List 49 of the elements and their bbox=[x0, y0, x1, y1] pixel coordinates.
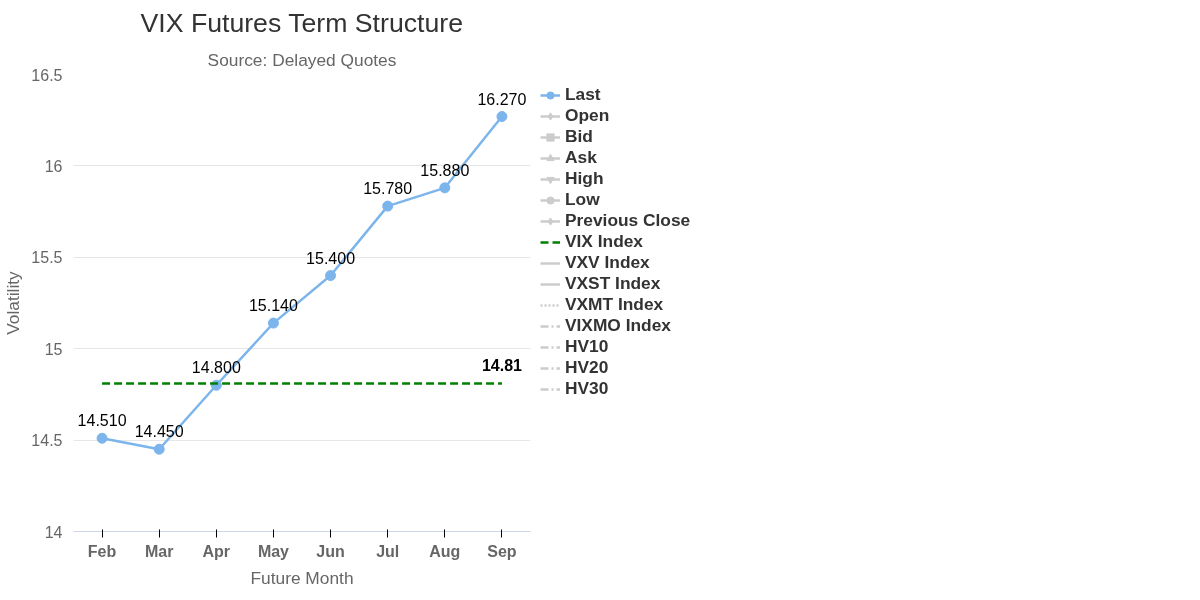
x-axis-title: Future Month bbox=[250, 567, 354, 588]
y-tick-label: 14.5 bbox=[31, 432, 63, 450]
x-tick-label: Mar bbox=[144, 542, 174, 560]
y-tick-label: 15.5 bbox=[31, 249, 63, 267]
legend-label: VXMT Index bbox=[565, 294, 664, 315]
y-tick-label: 15 bbox=[44, 340, 63, 358]
point bbox=[267, 317, 279, 329]
x-tick-label: Apr bbox=[202, 542, 231, 560]
legend-label: VXST Index bbox=[565, 273, 661, 294]
x-tick-label: Jul bbox=[376, 542, 400, 560]
legend-label: Previous Close bbox=[565, 210, 691, 231]
data-label: 14.800 bbox=[191, 359, 241, 377]
legend-label: VIXMO Index bbox=[565, 315, 671, 336]
legend-label: HV30 bbox=[565, 378, 609, 399]
chart-title: VIX Futures Term Structure bbox=[140, 7, 463, 38]
data-label: 14.510 bbox=[77, 412, 127, 430]
data-label: 15.140 bbox=[248, 297, 299, 315]
y-axis-title: Volatility bbox=[3, 270, 24, 335]
legend-label: VXV Index bbox=[565, 252, 650, 273]
x-tick-label: May bbox=[257, 542, 290, 560]
y-tick-label: 16 bbox=[44, 157, 63, 175]
point bbox=[325, 270, 337, 282]
legend-label: Ask bbox=[565, 147, 597, 168]
x-tick-label: Aug bbox=[429, 542, 461, 560]
x-tick-label: Jun bbox=[316, 542, 345, 560]
data-label: 14.81 bbox=[481, 357, 523, 375]
legend-label: Bid bbox=[565, 126, 593, 147]
data-label: 15.880 bbox=[420, 161, 470, 179]
point bbox=[496, 111, 508, 123]
data-label: 14.450 bbox=[134, 423, 184, 441]
chart-subtitle: Source: Delayed Quotes bbox=[207, 49, 397, 70]
legend-label: Open bbox=[565, 105, 610, 126]
point bbox=[96, 432, 108, 444]
legend-label: High bbox=[565, 168, 604, 189]
legend-label: HV10 bbox=[565, 336, 609, 357]
point bbox=[153, 443, 165, 455]
x-tick-label: Sep bbox=[487, 542, 517, 560]
point bbox=[439, 182, 451, 194]
legend-label: VIX Index bbox=[565, 231, 644, 252]
data-label: 15.780 bbox=[363, 180, 413, 198]
data-label: 15.400 bbox=[306, 249, 356, 267]
legend-label: Low bbox=[565, 189, 600, 210]
y-tick-label: 16.5 bbox=[31, 66, 63, 84]
legend-label: HV20 bbox=[565, 357, 609, 378]
point bbox=[382, 200, 394, 212]
data-label: 16.270 bbox=[477, 90, 527, 108]
x-tick-label: Feb bbox=[87, 542, 117, 560]
legend-label: Last bbox=[565, 84, 601, 105]
y-tick-label: 14 bbox=[44, 523, 63, 541]
